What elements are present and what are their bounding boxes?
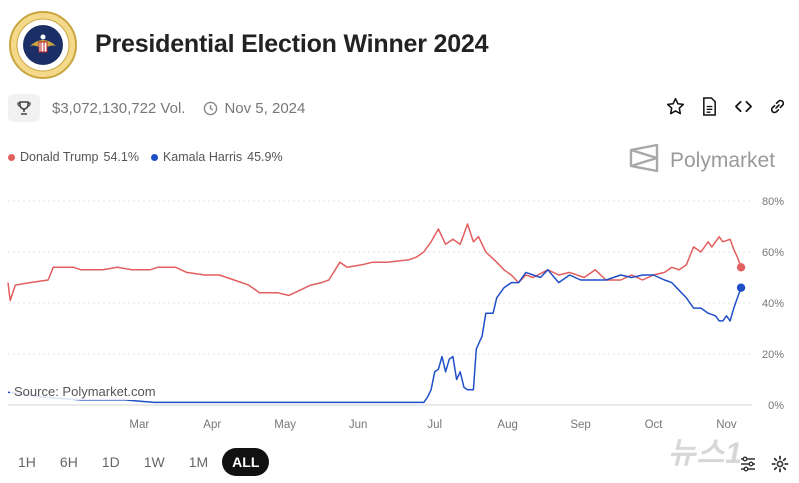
y-tick-label: 60% [762,247,784,259]
range-1d-button[interactable]: 1D [101,454,120,470]
x-tick-label: Apr [203,419,221,431]
chart-tools [739,455,789,473]
range-1m-button[interactable]: 1M [188,454,209,470]
sliders-icon[interactable] [739,455,757,473]
link-icon[interactable] [767,96,787,116]
legend-item-harris: Kamala Harris 45.9% [150,150,283,164]
legend-name-harris: Kamala Harris [162,150,243,164]
gear-icon[interactable] [771,455,789,473]
star-icon[interactable] [665,96,685,116]
price-history-chart[interactable]: 0% 20% 40% 60% 80% Mar Apr May Jun Jul Aug Sep Oct No… [0,185,799,435]
y-tick-label: 0% [768,400,784,412]
legend-dot-trump [8,153,15,161]
x-tick-label: Aug [497,419,517,431]
legend-dot-harris [150,153,158,161]
polymarket-brand: Polymarket [628,142,775,180]
brand-name: Polymarket [670,149,776,172]
y-tick-label: 80% [762,196,784,208]
y-tick-label: 40% [762,298,784,310]
chart-legend: Donald Trump 54.1% Kamala Harris 45.9% [8,150,283,164]
series-endpoint-kamala-harris [736,283,746,292]
y-tick-label: 20% [762,349,784,361]
legend-item-trump: Donald Trump 54.1% [8,150,139,164]
x-tick-label: Jul [427,419,442,431]
series-endpoint-donald-trump [736,263,746,272]
range-all-button[interactable]: ALL [222,448,270,476]
volume-text: $3,072,130,722 Vol. [52,99,186,117]
x-tick-label: Nov [716,419,737,431]
clock-icon [203,101,218,116]
polymarket-logo-icon [628,142,660,180]
action-bar [665,96,787,116]
x-tick-label: Sep [570,419,590,431]
legend-value-harris: 45.9% [247,150,283,164]
series-line-kamala-harris [7,269,742,404]
news-watermark: 뉴스1 [668,437,743,470]
market-meta: $3,072,130,722 Vol. Nov 5, 2024 [8,94,305,122]
embed-code-icon[interactable] [733,96,753,116]
page-title: Presidential Election Winner 2024 [95,30,489,58]
range-1h-button[interactable]: 1H [18,454,36,470]
legend-name-trump: Donald Trump [20,150,99,164]
range-6h-button[interactable]: 6H [59,454,78,470]
presidential-seal-logo [9,11,77,79]
x-tick-label: Jun [349,419,368,431]
x-tick-label: Oct [645,419,664,431]
time-range-selector: 1H 6H 1D 1W 1M ALL [8,448,270,476]
trophy-icon[interactable] [8,94,40,122]
chart-source: Source: Polymarket.com [10,383,160,400]
document-icon[interactable] [699,96,719,116]
x-tick-label: Mar [129,419,149,431]
series-line-donald-trump [7,223,742,302]
range-1w-button[interactable]: 1W [143,454,165,470]
legend-value-trump: 54.1% [103,150,139,164]
end-date-text: Nov 5, 2024 [224,99,306,117]
x-tick-label: May [274,419,296,431]
